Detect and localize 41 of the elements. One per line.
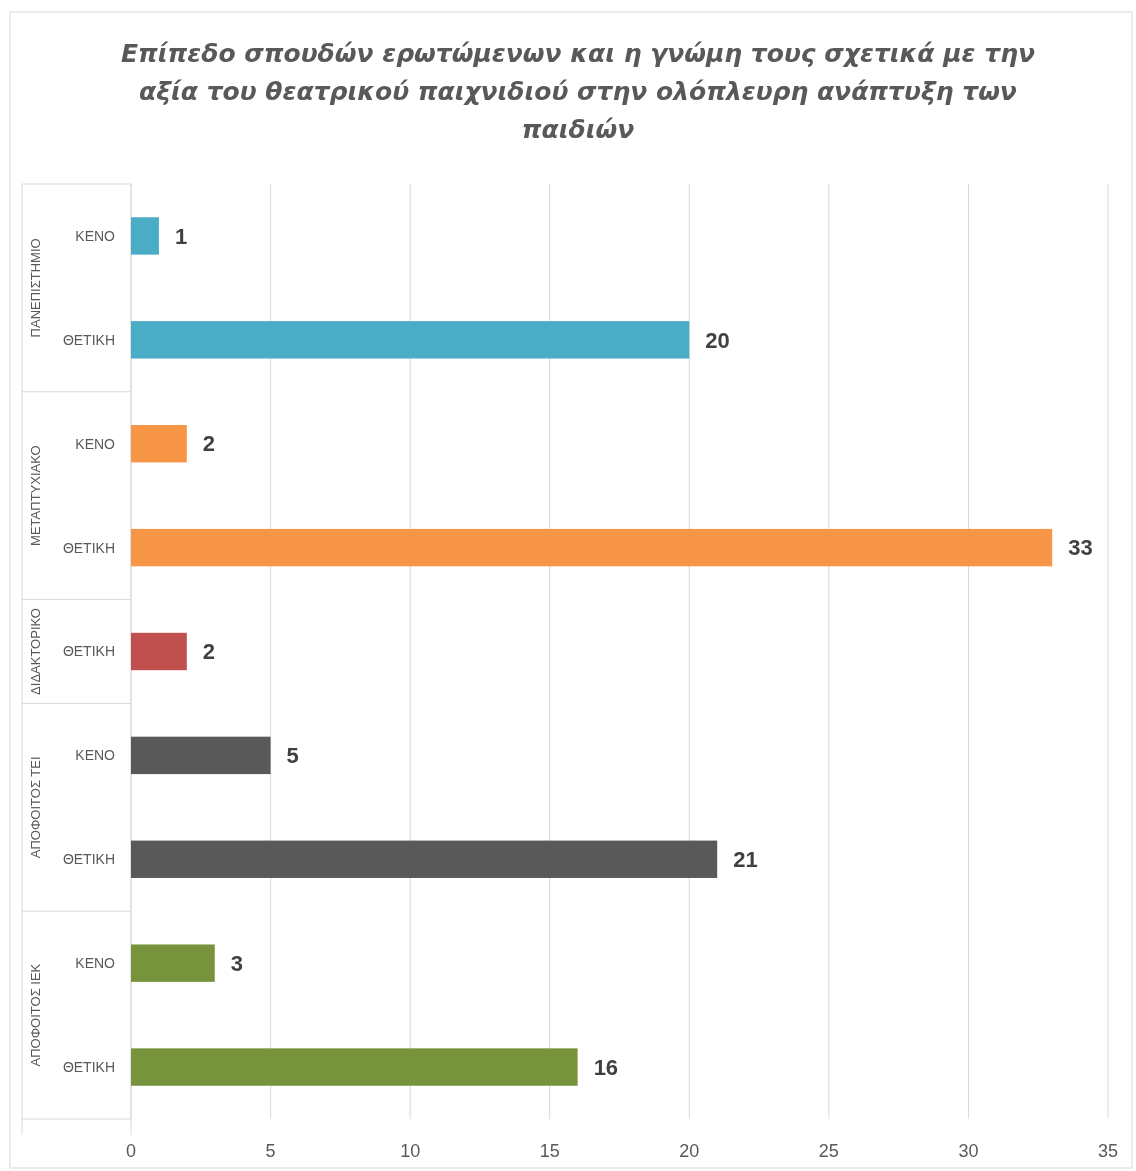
y-tick-label: ΚΕΝΟ xyxy=(75,435,116,452)
x-tick-label: 35 xyxy=(1097,1141,1119,1161)
y-tick-label: ΘΕΤΙΚΗ xyxy=(62,331,115,348)
text: ΑΠΟΦΟΙΤΟΣ ΙΕΚ xyxy=(28,963,43,1067)
data-label: 33 xyxy=(1068,535,1093,561)
bar xyxy=(131,840,718,878)
data-label: 5 xyxy=(286,743,299,769)
data-label: 2 xyxy=(202,639,216,665)
data-label: 1 xyxy=(174,223,188,249)
x-tick-label: 30 xyxy=(958,1141,979,1161)
x-tick-label: 0 xyxy=(125,1141,137,1161)
y-tick-label: ΘΕΤΙΚΗ xyxy=(62,643,115,660)
y-tick-label: ΚΕΝΟ xyxy=(75,955,116,972)
data-label: 16 xyxy=(593,1054,619,1080)
text: ΜΕΤΑΠΤΥΧΙΑΚΟ xyxy=(28,445,43,546)
text: ΔΙΔΑΚΤΟΡΙΚΟ xyxy=(28,608,43,695)
data-label: 2 xyxy=(202,431,216,457)
x-tick-label: 25 xyxy=(818,1141,839,1161)
x-tick-label: 5 xyxy=(265,1141,276,1161)
x-tick-label: 10 xyxy=(400,1141,421,1161)
x-tick-label: 20 xyxy=(679,1141,700,1161)
bar xyxy=(131,736,271,775)
bar xyxy=(131,632,187,671)
bar xyxy=(131,217,159,255)
data-label: 21 xyxy=(733,846,758,872)
data-label: 3 xyxy=(230,950,243,976)
bar xyxy=(131,425,187,463)
text: ΠΑΝΕΠΙΣΤΗΜΙΟ xyxy=(28,238,43,338)
y-tick-label: ΘΕΤΙΚΗ xyxy=(62,1058,115,1075)
bar xyxy=(131,321,690,359)
y-tick-label: ΘΕΤΙΚΗ xyxy=(62,851,115,868)
y-tick-label: ΘΕΤΙΚΗ xyxy=(62,539,115,556)
y-tick-label: ΚΕΝΟ xyxy=(75,747,116,764)
y-tick-label: ΚΕΝΟ xyxy=(75,227,116,244)
text: ΑΠΟΦΟΙΤΟΣ ΤΕΙ xyxy=(28,756,43,859)
chart-title: Επίπεδο σπουδών ερωτώμενων και η γνώμη τους σχετικά με την αξία του θεατρικού παιχνιδιού στην ολόπλευρη ανάπτυξη των παιδιών xyxy=(120,39,1036,144)
data-label: 20 xyxy=(705,327,730,353)
bar xyxy=(131,528,1053,567)
bar xyxy=(131,1048,578,1086)
x-tick-label: 15 xyxy=(539,1141,560,1161)
bar xyxy=(131,944,215,982)
